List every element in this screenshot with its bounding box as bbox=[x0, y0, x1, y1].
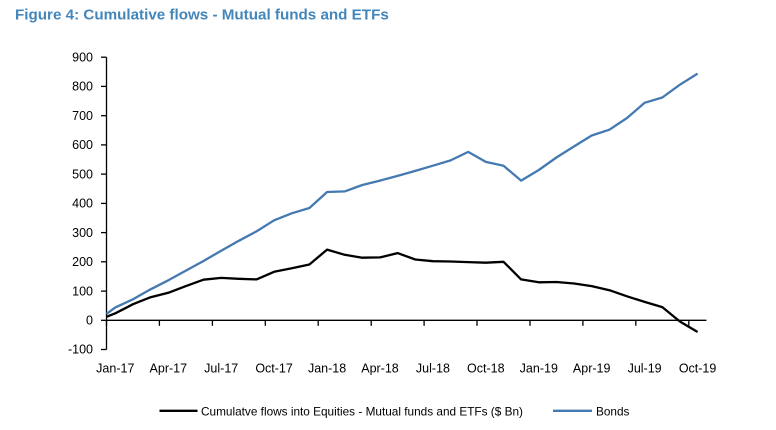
svg-text:Oct-19: Oct-19 bbox=[679, 362, 717, 376]
svg-text:Jan-19: Jan-19 bbox=[520, 362, 558, 376]
svg-text:700: 700 bbox=[72, 109, 93, 123]
svg-text:100: 100 bbox=[72, 284, 93, 298]
svg-text:Figure 4: Cumulative flows - M: Figure 4: Cumulative flows - Mutual fund… bbox=[15, 7, 389, 24]
svg-text:Jul-17: Jul-17 bbox=[204, 362, 238, 376]
svg-text:Apr-19: Apr-19 bbox=[573, 362, 611, 376]
svg-text:Jan-18: Jan-18 bbox=[308, 362, 346, 376]
svg-text:800: 800 bbox=[72, 80, 93, 94]
svg-text:500: 500 bbox=[72, 167, 93, 181]
svg-text:Apr-17: Apr-17 bbox=[150, 362, 188, 376]
svg-text:Cumulatve flows into Equities: Cumulatve flows into Equities - Mutual f… bbox=[201, 404, 523, 418]
svg-text:Oct-17: Oct-17 bbox=[255, 362, 293, 376]
svg-text:200: 200 bbox=[72, 255, 93, 269]
svg-text:600: 600 bbox=[72, 138, 93, 152]
svg-text:Apr-18: Apr-18 bbox=[361, 362, 399, 376]
svg-text:Oct-18: Oct-18 bbox=[467, 362, 505, 376]
svg-text:Jan-17: Jan-17 bbox=[96, 362, 134, 376]
svg-text:0: 0 bbox=[86, 314, 93, 328]
svg-text:-100: -100 bbox=[68, 343, 93, 357]
svg-text:Jul-19: Jul-19 bbox=[628, 362, 662, 376]
svg-text:900: 900 bbox=[72, 50, 93, 64]
svg-text:Bonds: Bonds bbox=[596, 404, 630, 418]
svg-text:Jul-18: Jul-18 bbox=[416, 362, 450, 376]
svg-text:300: 300 bbox=[72, 226, 93, 240]
svg-text:400: 400 bbox=[72, 197, 93, 211]
